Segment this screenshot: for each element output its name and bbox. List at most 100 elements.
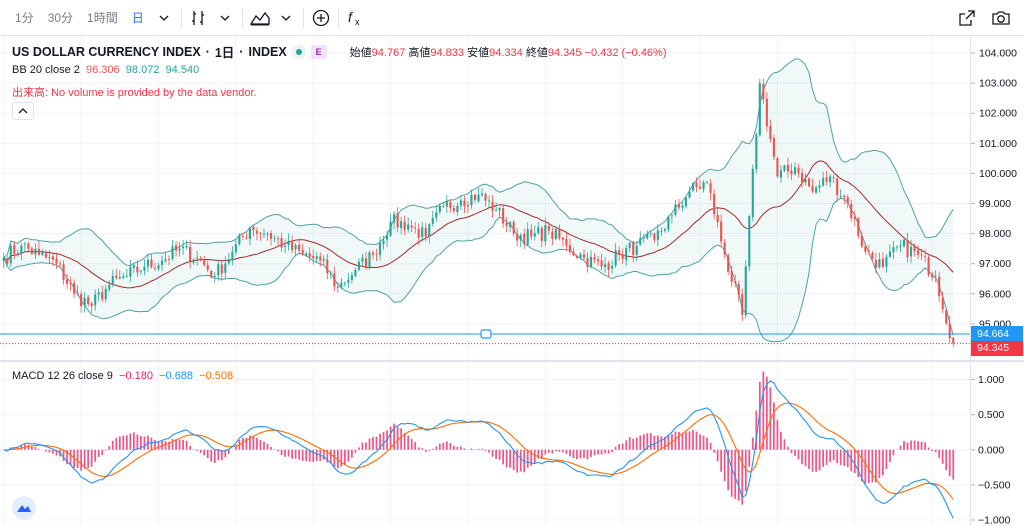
fullscreen-icon[interactable] (954, 5, 980, 31)
candle (484, 192, 487, 207)
candle-body (582, 254, 586, 258)
candle (104, 284, 107, 303)
candle-body (301, 249, 304, 255)
candle-body (428, 224, 431, 237)
candle (90, 301, 93, 313)
candle (118, 269, 121, 280)
candle (818, 179, 821, 193)
cloud-logo-icon (17, 505, 31, 512)
candle (368, 250, 371, 270)
bar-style-icon[interactable] (186, 5, 212, 31)
close-label: 終値 (525, 46, 548, 59)
price-pane[interactable] (0, 36, 970, 360)
tradingview-logo[interactable] (12, 496, 36, 520)
price-tick-label: 103.000 (979, 78, 1017, 90)
earnings-badge[interactable]: E (310, 44, 327, 59)
candle (16, 249, 19, 257)
candle (487, 195, 491, 208)
bb-legend[interactable]: BB 20 close 2 96.306 98.072 94.540 (12, 64, 199, 76)
candle (779, 165, 782, 183)
candle (540, 225, 543, 248)
candle-body (160, 260, 164, 265)
candle-body (435, 212, 438, 218)
candle (646, 230, 649, 240)
interval-1h[interactable]: 1時間 (87, 11, 118, 25)
candle-body (13, 244, 16, 254)
indicator-dropdown-icon[interactable] (273, 5, 299, 31)
candle-body (238, 235, 241, 245)
market-status-icon[interactable] (291, 44, 306, 59)
collapse-legend-button[interactable] (12, 102, 34, 120)
candle-body (364, 258, 368, 268)
macd-tick-label: −0.500 (978, 479, 1011, 491)
candle (319, 252, 322, 267)
candle (463, 195, 466, 214)
candle-body (262, 233, 266, 235)
candle-body (287, 240, 290, 246)
pane-divider[interactable] (0, 360, 1024, 362)
candle-body (83, 297, 86, 306)
candle (480, 188, 484, 198)
macd-chart[interactable] (0, 362, 970, 526)
candle-body (213, 275, 216, 277)
chart-style-dropdown-icon[interactable] (212, 5, 238, 31)
interval-1m[interactable]: 1分 (15, 11, 34, 25)
candle (167, 255, 171, 266)
candle (305, 251, 308, 257)
candle (727, 253, 730, 276)
candle-body (139, 271, 142, 273)
candle-body (157, 265, 160, 269)
candle-body (642, 237, 645, 239)
candle (94, 289, 97, 311)
candle (892, 240, 895, 259)
candle (157, 262, 160, 272)
candle (315, 251, 318, 263)
interval-30m[interactable]: 30分 (47, 11, 74, 25)
candle (259, 231, 262, 241)
candle-body (171, 246, 174, 259)
candle (769, 119, 772, 143)
high-value: 94.833 (430, 46, 465, 59)
candle-body (97, 292, 100, 295)
interval-1d[interactable]: 日 (131, 11, 144, 25)
macd-legend[interactable]: MACD 12 26 close 9 −0.180 −0.688 −0.508 (12, 370, 233, 382)
macd-axis[interactable]: 1.000 0.500 0.000 −0.500 −1.000 (970, 362, 1024, 526)
candle (839, 189, 842, 199)
candle (55, 252, 58, 269)
candle (280, 232, 283, 252)
candle-body (839, 196, 842, 197)
candle-body (259, 232, 262, 234)
macd-pane[interactable] (0, 362, 970, 526)
candle-body (347, 279, 350, 283)
candle (400, 216, 403, 235)
candle-body (860, 235, 863, 247)
candle-body (727, 255, 730, 272)
price-chart[interactable] (0, 36, 970, 360)
open-label: 始値 (349, 46, 372, 59)
bb-middle-line (3, 160, 954, 289)
area-chart-icon[interactable] (247, 5, 273, 31)
close-value: 94.345 (547, 46, 582, 59)
candle-body (378, 242, 382, 256)
price-tick-label: 101.000 (979, 138, 1017, 150)
candle-body (484, 194, 487, 201)
candle (301, 243, 304, 256)
candle-body (69, 283, 72, 285)
symbol-name[interactable]: US DOLLAR CURRENCY INDEX (12, 44, 201, 59)
candle-body (628, 242, 631, 248)
price-tick-label: 100.000 (979, 168, 1017, 180)
candle (586, 252, 589, 273)
compare-add-icon[interactable] (308, 5, 334, 31)
candle (248, 226, 251, 246)
interval-dropdown-icon[interactable] (151, 5, 177, 31)
camera-icon[interactable] (988, 5, 1014, 31)
candle-body (382, 240, 385, 244)
candle (924, 249, 927, 263)
candle-body (734, 281, 737, 283)
candle-body (192, 259, 195, 263)
price-axis[interactable]: 104.000 103.000 102.000 101.000 100.000 99.00… (970, 36, 1024, 360)
candle-body (463, 200, 466, 207)
candle (62, 260, 65, 285)
